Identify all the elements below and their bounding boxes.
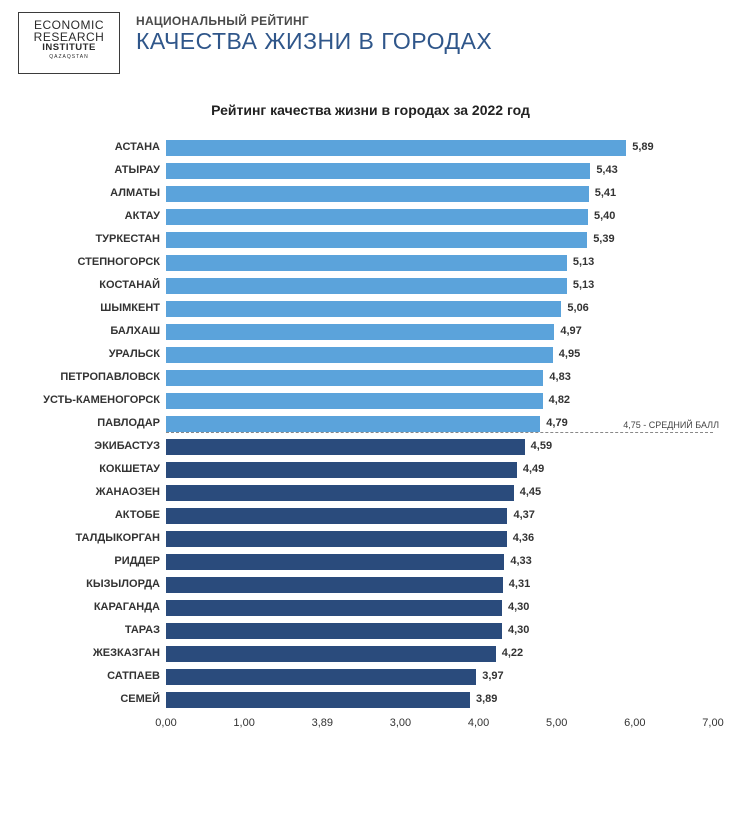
bar	[166, 531, 507, 547]
logo-sub: QAZAQSTAN	[25, 55, 113, 60]
bar-chart: АСТАНААТЫРАУАЛМАТЫАКТАУТУРКЕСТАНСТЕПНОГО…	[26, 136, 723, 755]
city-label: АТЫРАУ	[26, 159, 166, 182]
average-line	[166, 432, 713, 433]
city-label: САТПАЕВ	[26, 665, 166, 688]
bar	[166, 209, 588, 225]
bar	[166, 186, 589, 202]
city-label: ТАРАЗ	[26, 619, 166, 642]
bar-value: 4,30	[508, 624, 529, 636]
city-label: ТУРКЕСТАН	[26, 228, 166, 251]
plot-area: 5,89 5,43 5,41 5,40 5,39 5,13 5,13 5,06 4,97 4,95…	[166, 136, 713, 711]
bar-value: 3,89	[476, 693, 497, 705]
bar	[166, 393, 543, 409]
bar	[166, 163, 590, 179]
city-label: АКТОБЕ	[26, 504, 166, 527]
chart-title: Рейтинг качества жизни в городах за 2022…	[18, 102, 723, 118]
bar-value: 4,36	[513, 532, 534, 544]
page-header: ECONOMIC RESEARCH INSTITUTE QAZAQSTAN НА…	[18, 12, 723, 74]
city-label: АКТАУ	[26, 205, 166, 228]
bar	[166, 508, 507, 524]
city-label: КОКШЕТАУ	[26, 458, 166, 481]
bar	[166, 278, 567, 294]
city-label: ПАВЛОДАР	[26, 412, 166, 435]
bar	[166, 462, 517, 478]
bar	[166, 669, 476, 685]
x-tick: 5,00	[546, 717, 567, 729]
pre-title: НАЦИОНАЛЬНЫЙ РЕЙТИНГ	[136, 14, 492, 28]
bar	[166, 692, 470, 708]
bar-value: 4,59	[531, 440, 552, 452]
x-tick: 3,89	[312, 717, 333, 729]
city-label: ЖАНАОЗЕН	[26, 481, 166, 504]
bar-value: 4,37	[513, 509, 534, 521]
x-tick: 6,00	[624, 717, 645, 729]
x-tick: 3,00	[390, 717, 411, 729]
bar	[166, 554, 504, 570]
main-title: КАЧЕСТВА ЖИЗНИ В ГОРОДАХ	[136, 28, 492, 55]
bar	[166, 232, 587, 248]
bar	[166, 485, 514, 501]
bar-value: 4,97	[560, 325, 581, 337]
x-tick: 0,00	[155, 717, 176, 729]
logo-line3: INSTITUTE	[25, 43, 113, 53]
x-tick: 4,00	[468, 717, 489, 729]
bar-value: 4,33	[510, 555, 531, 567]
city-label: СТЕПНОГОРСК	[26, 251, 166, 274]
city-label: БАЛХАШ	[26, 320, 166, 343]
page-root: ECONOMIC RESEARCH INSTITUTE QAZAQSTAN НА…	[0, 0, 741, 837]
bar	[166, 347, 553, 363]
city-label: КОСТАНАЙ	[26, 274, 166, 297]
bar-value: 5,13	[573, 256, 594, 268]
institute-logo: ECONOMIC RESEARCH INSTITUTE QAZAQSTAN	[18, 12, 120, 74]
bar	[166, 600, 502, 616]
bar-value: 3,97	[482, 670, 503, 682]
x-tick: 1,00	[233, 717, 254, 729]
x-tick: 7,00	[702, 717, 723, 729]
city-label: ЖЕЗКАЗГАН	[26, 642, 166, 665]
bar-value: 5,43	[596, 164, 617, 176]
bar-value: 5,06	[567, 302, 588, 314]
bar-value: 4,82	[549, 394, 570, 406]
bar-value: 5,41	[595, 187, 616, 199]
y-axis-labels: АСТАНААТЫРАУАЛМАТЫАКТАУТУРКЕСТАНСТЕПНОГО…	[26, 136, 166, 711]
bar-value: 4,30	[508, 601, 529, 613]
city-label: КАРАГАНДА	[26, 596, 166, 619]
bar	[166, 255, 567, 271]
bar-value: 5,40	[594, 210, 615, 222]
bar-value: 5,13	[573, 279, 594, 291]
bar-value: 4,95	[559, 348, 580, 360]
title-block: НАЦИОНАЛЬНЫЙ РЕЙТИНГ КАЧЕСТВА ЖИЗНИ В ГО…	[136, 12, 492, 55]
bar-value: 4,45	[520, 486, 541, 498]
bar-value: 5,89	[632, 141, 653, 153]
city-label: КЫЗЫЛОРДА	[26, 573, 166, 596]
city-label: РИДДЕР	[26, 550, 166, 573]
bar-value: 4,22	[502, 647, 523, 659]
bar-value: 4,83	[549, 371, 570, 383]
bar	[166, 577, 503, 593]
bar	[166, 439, 525, 455]
bar	[166, 140, 626, 156]
bar	[166, 324, 554, 340]
city-label: АСТАНА	[26, 136, 166, 159]
city-label: ЭКИБАСТУЗ	[26, 435, 166, 458]
bar-value: 4,49	[523, 463, 544, 475]
bar	[166, 416, 540, 432]
average-label: 4,75 - СРЕДНИЙ БАЛЛ	[623, 420, 719, 430]
bar-value: 4,79	[546, 417, 567, 429]
bar-value: 4,31	[509, 578, 530, 590]
city-label: УСТЬ-КАМЕНОГОРСК	[26, 389, 166, 412]
city-label: АЛМАТЫ	[26, 182, 166, 205]
x-axis: 0,001,003,893,004,005,006,007,00	[166, 717, 713, 737]
city-label: СЕМЕЙ	[26, 688, 166, 711]
city-label: ШЫМКЕНТ	[26, 297, 166, 320]
bar	[166, 623, 502, 639]
bar-value: 5,39	[593, 233, 614, 245]
city-label: ТАЛДЫКОРГАН	[26, 527, 166, 550]
bar	[166, 370, 543, 386]
bar	[166, 646, 496, 662]
bar	[166, 301, 561, 317]
city-label: УРАЛЬСК	[26, 343, 166, 366]
city-label: ПЕТРОПАВЛОВСК	[26, 366, 166, 389]
